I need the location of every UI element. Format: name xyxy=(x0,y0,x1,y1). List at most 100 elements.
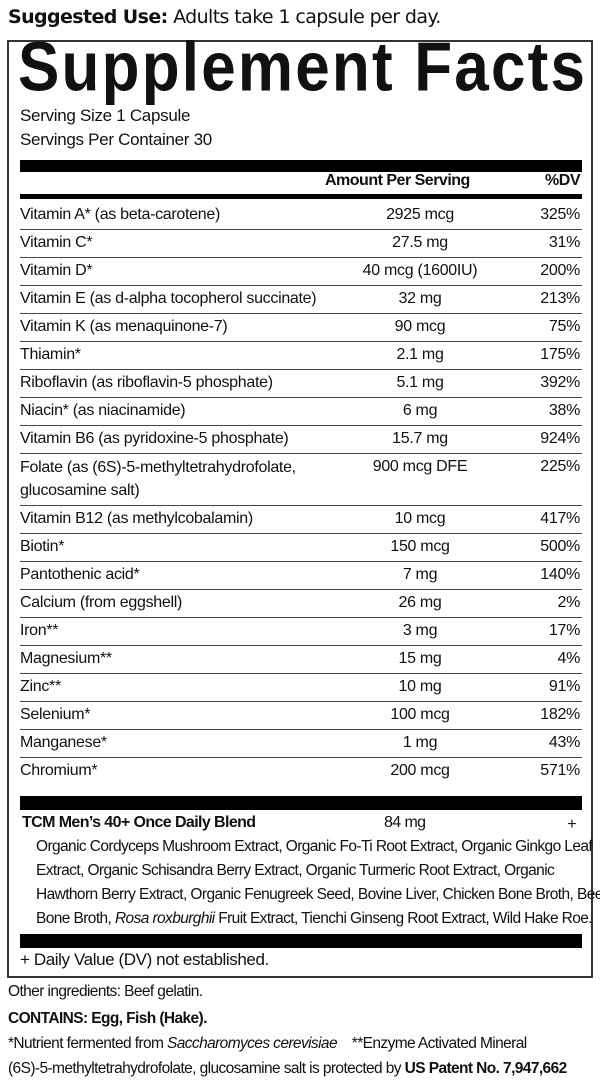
nutrient-name: Vitamin D* xyxy=(20,262,93,279)
nutrient-dv: 43% xyxy=(548,734,580,751)
nutrient-name: Vitamin C* xyxy=(20,234,93,251)
nutrient-name: Iron** xyxy=(20,622,59,639)
nutrient-dv: 225% xyxy=(540,458,580,475)
italic-text: Saccharomyces cerevisiae xyxy=(167,1035,338,1052)
nutrient-row: Vitamin B12 (as methylcobalamin) 10 mcg 41… xyxy=(20,506,582,534)
nutrient-dv: 417% xyxy=(540,510,580,527)
nutrient-amount: 2.1 mg xyxy=(396,346,444,363)
allergen-statement: CONTAINS: Egg, Fish (Hake). xyxy=(8,1010,207,1027)
nutrient-amount: 40 mcg (1600IU) xyxy=(362,262,478,279)
blend-ingredients-line: Extract, Organic Schisandra Berry Extrac… xyxy=(36,862,555,879)
nutrient-name-line: glucosamine salt) xyxy=(20,482,140,499)
header-divider xyxy=(20,194,582,199)
nutrient-amount: 3 mg xyxy=(402,622,438,639)
nutrient-row: Vitamin B6 (as pyridoxine-5 phosphate) 15… xyxy=(20,426,582,454)
nutrient-amount: 15.7 mg xyxy=(392,430,448,447)
blend-name: TCM Men’s 40+ Once Daily Blend xyxy=(22,814,256,831)
nutrient-amount: 100 mcg xyxy=(390,706,450,723)
nutrient-dv: 140% xyxy=(540,566,580,583)
nutrient-amount: 2925 mcg xyxy=(386,206,454,223)
nutrient-dv: 175% xyxy=(540,346,580,363)
nutrient-row: Vitamin D* 40 mcg (1600IU) 200% xyxy=(20,258,582,286)
amount-header: Amount Per Serving xyxy=(325,172,470,189)
nutrient-name: Pantothenic acid* xyxy=(20,566,140,583)
nutrient-amount: 90 mcg xyxy=(394,318,446,335)
nutrient-name: Manganese* xyxy=(20,734,107,751)
nutrient-name: Zinc** xyxy=(20,678,61,695)
nutrient-name: Biotin* xyxy=(20,538,65,555)
italic-text: Rosa roxburghii xyxy=(114,910,215,927)
nutrient-amount: 6 mg xyxy=(402,402,438,419)
nutrient-name: Niacin* (as niacinamide) xyxy=(20,402,186,419)
nutrient-name: Thiamin* xyxy=(20,346,81,363)
blend-ingredients-line: Bone Broth, Rosa roxburghii Fruit Extrac… xyxy=(36,910,593,928)
nutrient-name: Vitamin A* (as beta-carotene) xyxy=(20,206,221,223)
nutrient-name: Magnesium** xyxy=(20,650,112,667)
nutrient-amount: 7 mg xyxy=(402,566,438,583)
nutrient-row: Vitamin A* (as beta-carotene) 2925 mcg 325… xyxy=(20,202,582,230)
nutrient-name: Selenium* xyxy=(20,706,91,723)
nutrient-name: Riboflavin (as riboflavin-5 phosphate) xyxy=(20,374,273,391)
nutrient-amount: 15 mg xyxy=(398,650,442,667)
dv-header: %DV xyxy=(545,172,580,189)
nutrient-name: Vitamin E (as d-alpha tocopherol succina… xyxy=(20,290,317,307)
footnote: *Nutrient fermented from Saccharomyces c… xyxy=(8,1035,527,1053)
nutrient-dv: 75% xyxy=(548,318,580,335)
nutrient-dv: 4% xyxy=(557,650,580,667)
nutrient-amount: 900 mcg DFE xyxy=(372,458,468,475)
nutrient-amount: 10 mg xyxy=(398,678,442,695)
nutrient-dv: 182% xyxy=(540,706,580,723)
nutrient-dv: 17% xyxy=(548,622,580,639)
patent-number: US Patent No. 7,947,662 xyxy=(404,1060,568,1077)
panel-title: Supplement Facts xyxy=(18,28,588,107)
nutrient-row: Selenium* 100 mcg 182% xyxy=(20,702,582,730)
nutrient-row: Folate (as (6S)-5-methyltetrahydrofolate… xyxy=(20,454,582,506)
nutrient-dv: 91% xyxy=(548,678,580,695)
nutrient-row: Manganese* 1 mg 43% xyxy=(20,730,582,758)
supplement-facts-panel xyxy=(7,40,593,978)
nutrient-row: Biotin* 150 mcg 500% xyxy=(20,534,582,562)
nutrient-row: Magnesium** 15 mg 4% xyxy=(20,646,582,674)
nutrient-dv: 571% xyxy=(540,762,580,779)
suggested-use-label: Suggested Use: xyxy=(8,6,168,28)
nutrient-row: Iron** 3 mg 17% xyxy=(20,618,582,646)
nutrient-dv: 924% xyxy=(540,430,580,447)
nutrient-dv: 200% xyxy=(540,262,580,279)
nutrient-amount: 27.5 mg xyxy=(392,234,448,251)
nutrient-row: Zinc** 10 mg 91% xyxy=(20,674,582,702)
nutrient-amount: 150 mcg xyxy=(390,538,450,555)
blend-ingredients-line: Organic Cordyceps Mushroom Extract, Orga… xyxy=(36,838,593,855)
nutrient-row: Riboflavin (as riboflavin-5 phosphate) 5.… xyxy=(20,370,582,398)
text: *Nutrient fermented from xyxy=(8,1035,168,1052)
nutrient-amount: 200 mcg xyxy=(390,762,450,779)
nutrient-dv: 392% xyxy=(540,374,580,391)
nutrient-name: Folate (as (6S)-5-methyltetrahydrofolate… xyxy=(20,456,296,502)
suggested-use-text: Adults take 1 capsule per day. xyxy=(167,6,441,28)
serving-size: Serving Size 1 Capsule xyxy=(20,106,191,125)
nutrient-amount: 32 mg xyxy=(398,290,442,307)
nutrient-name: Vitamin K (as menaquinone-7) xyxy=(20,318,228,335)
nutrient-row: Thiamin* 2.1 mg 175% xyxy=(20,342,582,370)
text: Fruit Extract, Tienchi Ginseng Root Extr… xyxy=(214,910,593,927)
nutrient-row: Vitamin C* 27.5 mg 31% xyxy=(20,230,582,258)
nutrient-name: Calcium (from eggshell) xyxy=(20,594,183,611)
nutrient-dv: 38% xyxy=(548,402,580,419)
nutrient-name: Vitamin B6 (as pyridoxine-5 phosphate) xyxy=(20,430,289,447)
nutrient-dv: 213% xyxy=(540,290,580,307)
blend-amount: 84 mg xyxy=(384,814,426,831)
text: (6S)-5-methyltetrahydrofolate, glucosami… xyxy=(8,1060,405,1077)
nutrient-dv: 31% xyxy=(548,234,580,251)
nutrient-name: Chromium* xyxy=(20,762,98,779)
nutrient-amount: 5.1 mg xyxy=(396,374,444,391)
nutrient-row: Vitamin K (as menaquinone-7) 90 mcg 75% xyxy=(20,314,582,342)
text: **Enzyme Activated Mineral xyxy=(336,1035,527,1052)
nutrient-amount: 26 mg xyxy=(398,594,442,611)
nutrient-amount: 10 mcg xyxy=(394,510,446,527)
dv-note: + Daily Value (DV) not established. xyxy=(20,950,269,969)
suggested-use: Suggested Use: Adults take 1 capsule per… xyxy=(8,6,441,28)
nutrient-amount: 1 mg xyxy=(402,734,438,751)
nutrient-row: Calcium (from eggshell) 26 mg 2% xyxy=(20,590,582,618)
nutrient-dv: 500% xyxy=(540,538,580,555)
nutrient-row: Vitamin E (as d-alpha tocopherol succina… xyxy=(20,286,582,314)
nutrient-name-line: Folate (as (6S)-5-methyltetrahydrofolate… xyxy=(20,459,296,476)
